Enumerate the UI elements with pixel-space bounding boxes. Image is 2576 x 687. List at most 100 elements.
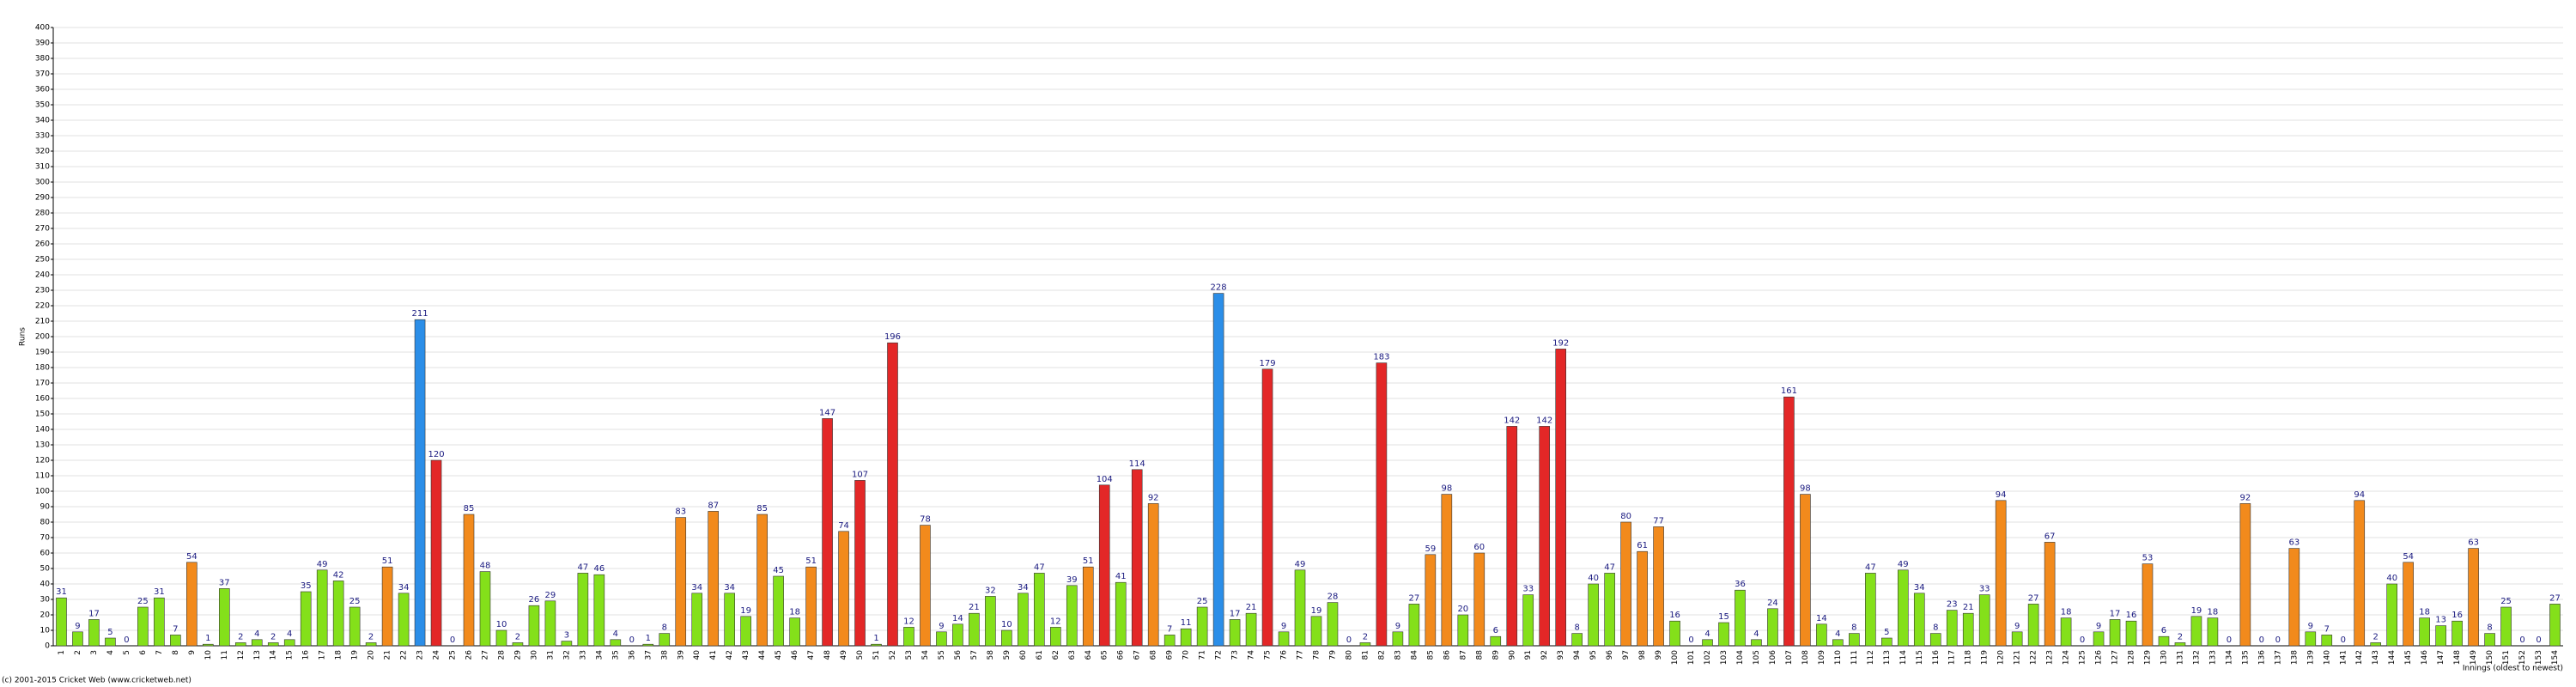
bar	[854, 480, 866, 647]
x-tick-label: 142	[2355, 650, 2364, 665]
bar	[1115, 581, 1127, 647]
bar	[2027, 604, 2039, 647]
value-label: 46	[593, 564, 605, 574]
y-tick-label: 240	[35, 271, 50, 280]
bar	[1229, 619, 1241, 647]
x-tick-label: 70	[1182, 650, 1191, 660]
x-tick-label: 41	[709, 650, 718, 660]
x-tick-label: 91	[1524, 650, 1533, 660]
bar	[1751, 639, 1762, 647]
bar	[2190, 616, 2202, 647]
bar	[1962, 612, 1974, 647]
x-tick-label: 128	[2128, 650, 2136, 665]
value-label: 49	[317, 560, 328, 569]
x-tick-label: 3	[90, 650, 99, 655]
y-tick-label: 10	[40, 627, 51, 635]
bar	[2435, 625, 2446, 647]
value-label: 4	[1835, 629, 1840, 639]
value-label: 2	[368, 632, 374, 641]
bar	[969, 612, 980, 647]
value-label: 114	[1129, 459, 1145, 469]
x-tick-label: 109	[1818, 650, 1826, 665]
value-label: 9	[2308, 622, 2313, 631]
value-label: 14	[952, 614, 963, 623]
x-tick-label: 44	[758, 650, 767, 660]
bar	[2386, 583, 2398, 647]
bar	[1539, 426, 1551, 647]
x-tick-label: 88	[1475, 650, 1484, 660]
bar	[838, 531, 849, 647]
bar	[1669, 620, 1680, 647]
y-tick-label: 80	[40, 519, 51, 527]
bar	[952, 623, 963, 647]
bar	[512, 642, 524, 647]
value-label: 45	[773, 566, 784, 575]
x-tick-label: 119	[1981, 650, 1990, 665]
x-tick-label: 95	[1589, 650, 1598, 660]
value-label: 94	[1996, 490, 2007, 500]
bar	[544, 600, 556, 647]
y-tick-label: 190	[35, 349, 50, 357]
x-tick-label: 126	[2095, 650, 2104, 665]
x-tick-label: 55	[938, 650, 946, 660]
bar	[903, 627, 914, 647]
bar	[1294, 569, 1306, 647]
value-label: 35	[301, 581, 312, 591]
x-tick-label: 101	[1687, 650, 1696, 665]
x-tick-label: 148	[2453, 650, 2462, 665]
bar	[267, 642, 279, 647]
value-label: 47	[1604, 562, 1615, 572]
value-label: 8	[2487, 623, 2492, 633]
value-label: 67	[2044, 532, 2056, 541]
x-tick-label: 19	[351, 650, 360, 660]
y-tick-label: 50	[40, 565, 51, 574]
value-label: 211	[412, 309, 428, 319]
bar	[561, 641, 573, 647]
x-tick-label: 87	[1459, 650, 1467, 660]
bar	[675, 517, 687, 647]
y-tick-label: 270	[35, 225, 50, 234]
bar	[1180, 628, 1192, 647]
bar	[1457, 614, 1469, 647]
value-label: 161	[1781, 386, 1797, 396]
x-tick-label: 76	[1280, 650, 1289, 660]
y-tick-label: 150	[35, 410, 50, 419]
x-tick-label: 150	[2486, 650, 2494, 665]
x-tick-label: 82	[1377, 650, 1386, 660]
value-label: 34	[691, 583, 702, 593]
x-tick-label: 117	[1948, 650, 1957, 665]
x-tick-label: 131	[2176, 650, 2184, 665]
x-tick-label: 106	[1769, 650, 1777, 665]
value-label: 9	[1281, 622, 1286, 631]
value-label: 60	[1473, 543, 1485, 552]
value-label: 80	[1620, 512, 1631, 521]
x-tick-label: 152	[2518, 650, 2527, 665]
bar	[2468, 548, 2479, 647]
bar	[985, 596, 996, 647]
bar	[349, 606, 361, 647]
x-tick-label: 34	[595, 650, 604, 660]
value-label: 0	[2259, 635, 2264, 645]
x-tick-label: 78	[1312, 650, 1321, 660]
x-tick-label: 85	[1426, 650, 1435, 660]
bar	[2321, 635, 2333, 647]
bar	[2158, 635, 2170, 647]
x-tick-label: 129	[2143, 650, 2152, 665]
x-tick-label: 60	[1019, 650, 1028, 660]
x-tick-label: 151	[2502, 650, 2511, 665]
y-tick-label: 300	[35, 179, 50, 187]
value-label: 12	[1050, 617, 1061, 626]
x-tick-label: 65	[1101, 650, 1109, 660]
value-label: 10	[1001, 620, 1012, 629]
bar	[2060, 617, 2072, 647]
value-label: 23	[1947, 600, 1958, 610]
value-label: 53	[2142, 554, 2154, 563]
bar	[1310, 616, 1322, 647]
x-tick-label: 100	[1671, 650, 1680, 665]
value-label: 21	[1246, 603, 1257, 612]
value-label: 107	[852, 470, 868, 479]
bar	[2093, 631, 2105, 647]
value-label: 9	[1395, 622, 1400, 631]
y-tick-label: 90	[40, 503, 51, 512]
x-tick-label: 72	[1215, 650, 1224, 660]
